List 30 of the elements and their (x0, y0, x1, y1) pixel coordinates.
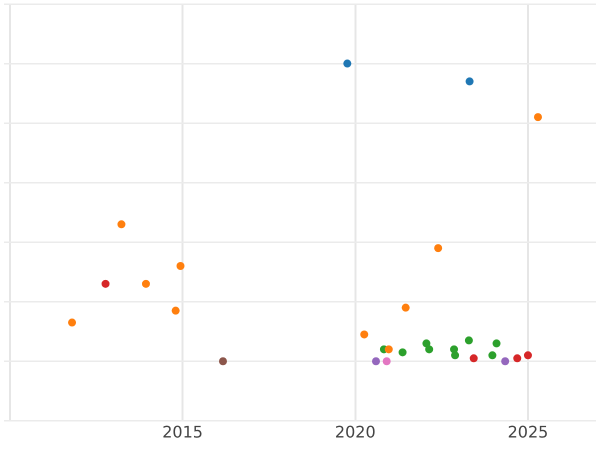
point (343, 60, 352, 68)
point (434, 244, 442, 252)
point (117, 220, 126, 228)
point (524, 351, 532, 360)
point (102, 280, 110, 288)
point (492, 339, 501, 348)
point (360, 330, 368, 338)
point (382, 357, 391, 366)
point (218, 357, 227, 366)
point (422, 339, 430, 348)
point (466, 77, 474, 86)
point (68, 318, 76, 327)
point (425, 345, 434, 354)
x-tick-label: 2020 (334, 422, 376, 442)
point (488, 351, 496, 360)
x-tick-label: 2015 (162, 422, 203, 442)
point (470, 354, 478, 362)
point (398, 348, 407, 356)
point (372, 357, 380, 366)
point (451, 351, 460, 360)
point (534, 113, 542, 122)
point (172, 306, 180, 315)
point (501, 357, 510, 366)
point (402, 304, 410, 312)
point (384, 345, 393, 354)
point (176, 262, 184, 270)
point (513, 354, 522, 362)
x-tick-label: 2025 (508, 422, 548, 442)
point (142, 280, 150, 288)
point (464, 336, 473, 344)
